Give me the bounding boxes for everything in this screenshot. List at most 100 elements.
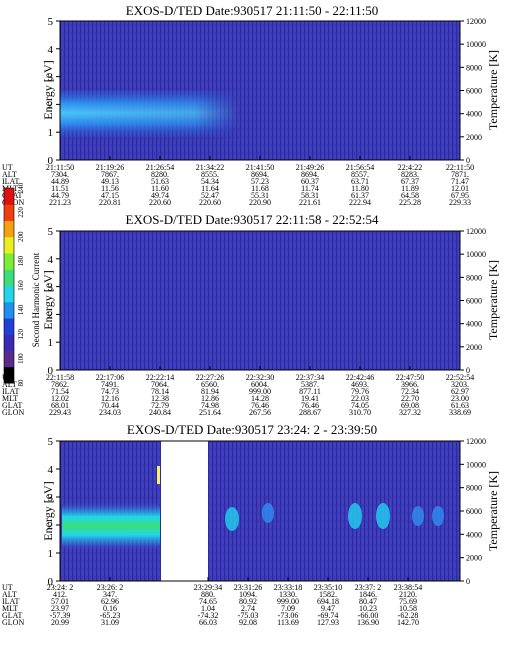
cell-value: 23:33:18 xyxy=(274,583,302,592)
cell-value: 7862. xyxy=(51,380,69,389)
cell-value: 23:26: 2 xyxy=(97,583,123,592)
ytick-right-label: 10000 xyxy=(466,40,486,49)
plasma-blob xyxy=(432,506,444,526)
cell-value: 0.16 xyxy=(103,604,117,613)
cell-value: 8694. xyxy=(301,170,319,179)
cell-value: 2.74 xyxy=(241,604,255,613)
ytick-label: 3 xyxy=(48,282,54,294)
ytick-label: 0 xyxy=(48,365,54,377)
cell-value: -73.06 xyxy=(278,611,299,620)
colorbar: 80 100 120 140 160 180 200 220 240 xyxy=(3,182,25,387)
row-label: UT xyxy=(2,163,13,172)
cell-value: 21:19:26 xyxy=(96,163,124,172)
cell-value: 1330. xyxy=(279,590,297,599)
plasma-blob xyxy=(262,503,274,523)
cell-value: 12.86 xyxy=(201,394,219,403)
cell-value: -74.32 xyxy=(198,611,219,620)
plasma-blob xyxy=(225,507,239,531)
cell-value: 11.80 xyxy=(351,184,369,193)
cell-value: 22:52:54 xyxy=(446,373,474,382)
cell-value: 78.14 xyxy=(151,387,169,396)
panel-2: EXOS-D/TED Date:930517 22:11:58 - 22:52:… xyxy=(2,212,500,417)
cell-value: 9.47 xyxy=(321,604,335,613)
cell-value: 72.79 xyxy=(151,401,169,410)
energy-band xyxy=(62,503,160,549)
cell-value: 14.28 xyxy=(251,394,269,403)
panel-title: EXOS-D/TED Date:930517 23:24: 2 - 23:39:… xyxy=(127,422,377,437)
cell-value: 71.54 xyxy=(51,387,69,396)
cell-value: 81.94 xyxy=(201,387,219,396)
ylabel-right: Temperature [K] xyxy=(486,50,500,130)
cell-value: 310.70 xyxy=(349,408,371,417)
colorbar-swatch xyxy=(4,301,14,319)
ytick-right-label: 0 xyxy=(466,366,470,375)
cell-value: 877.11 xyxy=(299,387,321,396)
cell-value: 288.67 xyxy=(299,408,321,417)
row-label: ALT xyxy=(2,590,17,599)
cell-value: 76.46 xyxy=(251,401,269,410)
colorbar-tick: 180 xyxy=(17,255,25,266)
ytick-right-label: 2000 xyxy=(466,343,482,352)
row-label: ALT xyxy=(2,380,17,389)
cell-value: 20.99 xyxy=(51,618,69,627)
cell-value: 23:29:34 xyxy=(194,583,222,592)
cell-value: 62.97 xyxy=(451,387,469,396)
cell-value: 22:37:34 xyxy=(296,373,324,382)
ytick-label: 0 xyxy=(48,155,54,167)
ytick-right-label: 0 xyxy=(466,156,470,165)
cell-value: 234.03 xyxy=(99,408,121,417)
ytick-label: 2 xyxy=(48,520,54,532)
ytick-right-label: 0 xyxy=(466,577,470,586)
colorbar-swatch xyxy=(4,236,14,254)
cell-value: 8557. xyxy=(351,170,369,179)
cell-value: 22:27:26 xyxy=(196,373,224,382)
colorbar-swatch xyxy=(4,204,14,221)
cell-value: 11.51 xyxy=(51,184,69,193)
cell-value: 267.56 xyxy=(249,408,271,417)
ytick-right-label: 6000 xyxy=(466,297,482,306)
cell-value: 11.89 xyxy=(401,184,419,193)
ytick-right-label: 8000 xyxy=(466,273,482,282)
cell-value: 1582. xyxy=(319,590,337,599)
cell-value: 2120. xyxy=(399,590,417,599)
cell-value: 74.05 xyxy=(351,401,369,410)
cell-value: 23:35:10 xyxy=(314,583,342,592)
ytick-right-label: 4000 xyxy=(466,320,482,329)
cell-value: 22:11:58 xyxy=(46,373,74,382)
colorbar-swatch xyxy=(4,366,14,384)
ytick-label: 3 xyxy=(48,492,54,504)
panel-title: EXOS-D/TED Date:930517 21:11:50 - 22:11:… xyxy=(126,3,379,18)
cell-value: 49.13 xyxy=(101,177,119,186)
cell-value: 12.16 xyxy=(101,394,119,403)
cell-value: 67.37 xyxy=(401,177,419,186)
ytick-right-label: 6000 xyxy=(466,507,482,516)
cell-value: 54.34 xyxy=(201,177,219,186)
cell-value: 23:24: 2 xyxy=(47,583,73,592)
cell-value: 80.92 xyxy=(239,597,257,606)
ytick-right-label: 4000 xyxy=(466,110,482,119)
ytick-label: 1 xyxy=(48,548,54,560)
ytick-right-label: 12000 xyxy=(466,227,486,236)
cell-value: 79.76 xyxy=(351,387,369,396)
cell-value: 21:26:54 xyxy=(146,163,174,172)
cell-value: 220.90 xyxy=(249,198,271,207)
cell-value: 11.64 xyxy=(201,184,219,193)
cell-value: 999.00 xyxy=(249,387,271,396)
panel-3: EXOS-D/TED Date:930517 23:24: 2 - 23:39:… xyxy=(2,422,500,627)
cell-value: 66.03 xyxy=(199,618,217,627)
cell-value: 55.31 xyxy=(251,191,269,200)
cell-value: 8555. xyxy=(201,170,219,179)
cell-value: 21:56:54 xyxy=(346,163,374,172)
cell-value: 880. xyxy=(201,590,215,599)
cell-value: 3966. xyxy=(401,380,419,389)
cell-value: 74.98 xyxy=(201,401,219,410)
cell-value: 10.23 xyxy=(359,604,377,613)
cell-value: 347. xyxy=(103,590,117,599)
ytick-label: 3 xyxy=(48,72,54,84)
cell-value: 127.93 xyxy=(317,618,339,627)
ytick-label: 1 xyxy=(48,127,54,139)
ytick-label: 4 xyxy=(48,44,54,56)
cell-value: 7304. xyxy=(51,170,69,179)
cell-value: 31.09 xyxy=(101,618,119,627)
